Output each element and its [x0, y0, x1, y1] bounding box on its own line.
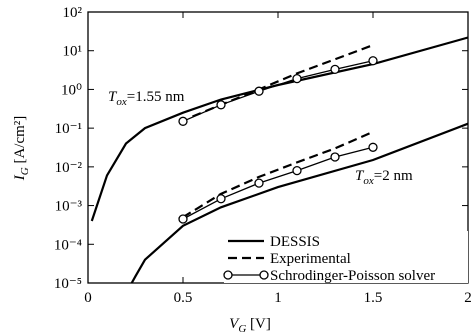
marker [292, 73, 302, 84]
y-axis-label: IG [A/cm²] [12, 116, 31, 182]
annotation-rest: =2 nm [374, 168, 413, 184]
annotation: Tox=2 nm [355, 168, 413, 187]
y-axis-label-main: I [12, 174, 28, 181]
marker [216, 100, 226, 110]
y-tick-label: 10⁻⁴ [54, 237, 82, 253]
x-axis-label-rest: [V] [246, 316, 271, 332]
x-axis-label: VG [V] [229, 316, 271, 334]
y-tick-label: 10¹ [63, 44, 83, 60]
marker [178, 214, 188, 224]
x-tick-label: 0 [84, 290, 92, 306]
marker [330, 64, 340, 75]
legend-marker [259, 270, 269, 280]
annotation-main: T [355, 168, 365, 184]
y-tick-label: 10² [63, 5, 83, 21]
marker [216, 194, 226, 204]
y-tick-label: 10⁻² [55, 160, 83, 176]
marker [368, 142, 378, 152]
y-tick-label: 10⁻³ [55, 199, 83, 215]
y-axis-label-sub: G [19, 167, 31, 175]
marker [368, 56, 378, 66]
annotation: Tox=1.55 nm [108, 89, 185, 108]
legend-label: DESSIS [270, 234, 320, 250]
legend-label: Schrodinger-Poisson solver [270, 268, 435, 284]
marker [254, 86, 264, 96]
series-line [192, 44, 374, 118]
series-line [182, 146, 374, 220]
x-tick-label: 1.5 [364, 290, 383, 306]
y-tick-label: 10⁰ [61, 82, 82, 98]
legend-marker [223, 270, 233, 280]
series-line [90, 36, 469, 222]
x-tick-label: 1 [274, 290, 282, 306]
marker [178, 116, 188, 126]
marker [254, 178, 264, 188]
x-axis-label-sub: G [238, 323, 246, 334]
series-line [130, 122, 469, 284]
marker [330, 152, 340, 162]
legend-label: Experimental [270, 251, 351, 267]
y-tick-label: 10⁻¹ [55, 121, 82, 137]
annotation-sub: ox [116, 96, 127, 108]
x-tick-label: 0.5 [174, 290, 193, 306]
series-line [182, 130, 374, 219]
annotation-rest: =1.55 nm [127, 89, 185, 105]
annotation-sub: ox [363, 175, 374, 187]
x-tick-label: 2 [464, 290, 472, 306]
y-tick-label: 10⁻⁵ [54, 276, 82, 292]
series-line [182, 60, 374, 122]
x-axis-label-main: V [229, 316, 240, 332]
y-axis-label-rest: [A/cm²] [12, 116, 28, 168]
marker [292, 165, 302, 176]
annotation-main: T [108, 89, 118, 105]
